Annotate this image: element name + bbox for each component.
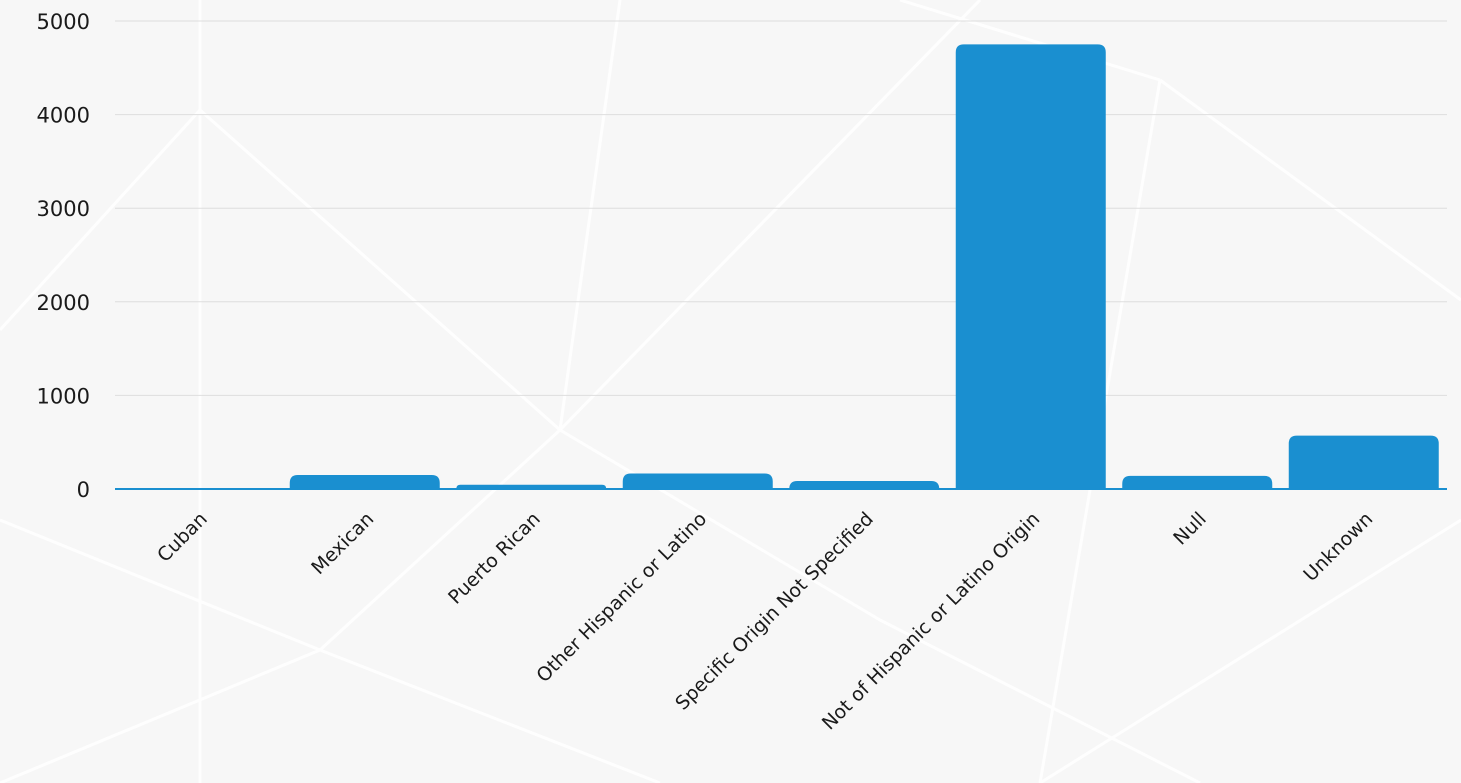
y-tick-label: 1000	[37, 384, 90, 408]
x-category-label: Specific Origin Not Specified	[671, 508, 878, 715]
x-category-label: Null	[1169, 508, 1211, 550]
y-axis-ticks: 0 1000 2000 3000 4000 5000	[37, 10, 90, 502]
background-line	[319, 648, 661, 783]
x-category-label: Cuban	[153, 508, 212, 567]
background-line	[1159, 78, 1461, 302]
background-line	[0, 518, 321, 652]
bar	[955, 44, 1106, 490]
bar	[622, 473, 773, 489]
background-line	[558, 0, 982, 432]
background-line	[558, 0, 622, 431]
x-category-label: Mexican	[307, 508, 378, 579]
bar	[789, 481, 940, 489]
y-tick-label: 5000	[37, 10, 90, 34]
y-tick-label: 0	[77, 478, 90, 502]
x-category-label: Unknown	[1299, 508, 1377, 586]
background-line	[0, 108, 202, 332]
y-tick-label: 2000	[37, 291, 90, 315]
bar	[1122, 475, 1273, 489]
y-tick-label: 3000	[37, 197, 90, 221]
gridlines	[115, 20, 1447, 396]
bar	[289, 474, 440, 489]
bar	[456, 484, 607, 489]
x-category-label: Other Hispanic or Latino	[532, 508, 711, 687]
bar	[1288, 435, 1439, 489]
background-line	[1039, 518, 1461, 783]
bars	[123, 44, 1439, 490]
background-line	[559, 428, 881, 622]
background-line	[879, 618, 1201, 783]
background-line	[899, 0, 1161, 82]
background-line	[0, 648, 321, 783]
background-line	[199, 108, 561, 432]
background-line	[318, 428, 562, 652]
y-tick-label: 4000	[37, 104, 90, 128]
